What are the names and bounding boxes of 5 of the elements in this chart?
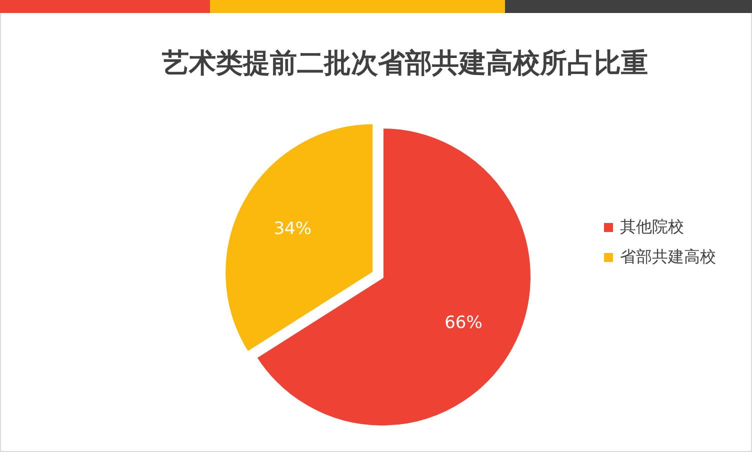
data-label: 66% [444,312,482,333]
legend-label: 省部共建高校 [620,247,716,266]
legend-label: 其他院校 [620,217,684,236]
chart-title: 艺术类提前二批次省部共建高校所占比重 [161,48,648,79]
data-label: 34% [274,218,312,239]
